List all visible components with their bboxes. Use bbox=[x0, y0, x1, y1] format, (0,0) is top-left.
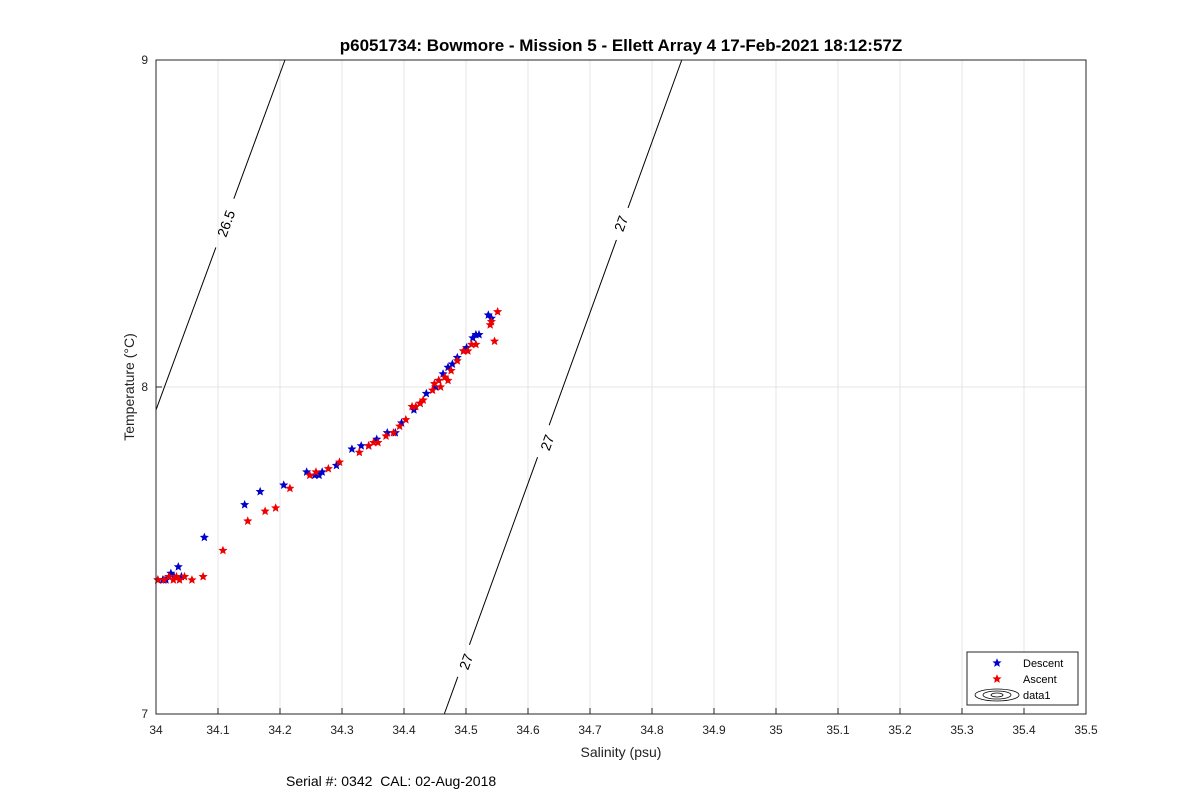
x-tick-label: 34.7 bbox=[578, 723, 602, 737]
isopycnal-line bbox=[627, 59, 683, 209]
isopycnal-line bbox=[233, 59, 286, 199]
x-axis-label: Salinity (psu) bbox=[581, 744, 662, 760]
ascent-point bbox=[334, 457, 345, 467]
legend-box bbox=[966, 651, 1079, 706]
ascent-point bbox=[489, 336, 500, 346]
ascent-point bbox=[260, 506, 270, 516]
contour-legend-ring bbox=[974, 688, 1020, 702]
y-tick-labels: 7 8 9 bbox=[141, 53, 148, 721]
ascent-point bbox=[471, 339, 481, 349]
chart-title: p6051734: Bowmore - Mission 5 - Ellett A… bbox=[340, 36, 903, 55]
isopycnal-line bbox=[155, 247, 217, 411]
ascent-point bbox=[311, 467, 321, 476]
x-tick-label: 34.6 bbox=[516, 723, 540, 737]
ascent-point bbox=[401, 414, 411, 424]
isopycnal-line bbox=[443, 676, 459, 715]
x-tick-label: 34.2 bbox=[268, 723, 292, 737]
descent-point bbox=[356, 441, 366, 450]
serial-number: 0342 bbox=[341, 773, 373, 789]
contour-legend-icon bbox=[974, 688, 1020, 702]
ascent-point bbox=[395, 421, 405, 431]
ascent-point bbox=[179, 571, 190, 581]
ascent-point bbox=[427, 385, 438, 395]
ascent-legend-marker bbox=[992, 674, 1002, 683]
contour-legend-ring bbox=[982, 690, 1012, 700]
x-tick-label: 35.3 bbox=[950, 723, 974, 737]
x-tick-label: 34.1 bbox=[206, 723, 230, 737]
descent-point bbox=[347, 444, 357, 454]
x-tick-label: 35.5 bbox=[1074, 723, 1098, 737]
ascent-point bbox=[373, 437, 383, 447]
descent-point bbox=[279, 480, 289, 489]
ascent-point bbox=[354, 447, 364, 457]
ascent-point bbox=[305, 470, 315, 480]
isopycnal-line bbox=[548, 239, 617, 426]
descent-point bbox=[421, 388, 431, 398]
ascent-point bbox=[452, 356, 462, 365]
x-tick-label: 34.3 bbox=[330, 723, 354, 737]
isopycnal-label: 27 bbox=[537, 432, 557, 452]
serial-label: Serial #: bbox=[286, 773, 338, 789]
x-tick-label: 34.5 bbox=[454, 723, 478, 737]
descent-legend-marker bbox=[992, 658, 1002, 667]
legend-label: Ascent bbox=[1023, 674, 1057, 686]
ascent-point bbox=[218, 545, 228, 555]
contour-legend-ring bbox=[990, 692, 1004, 698]
descent-point bbox=[199, 532, 209, 542]
ascent-point bbox=[285, 483, 295, 493]
ascent-point bbox=[187, 575, 197, 584]
ascent-point bbox=[198, 571, 208, 581]
ascent-point bbox=[381, 431, 391, 440]
ascent-point bbox=[271, 503, 281, 512]
descent-point bbox=[255, 486, 265, 496]
descent-point bbox=[240, 499, 250, 509]
descent-point bbox=[173, 562, 183, 571]
x-tick-label: 34.4 bbox=[392, 723, 416, 737]
legend-label: Descent bbox=[1023, 658, 1063, 670]
x-tick-label: 34.9 bbox=[702, 723, 726, 737]
y-axis-label: Temperature (°C) bbox=[121, 333, 137, 441]
ascent-point bbox=[436, 382, 446, 391]
calibration-footer: Serial #: 0342 CAL: 02-Aug-2018 bbox=[286, 773, 496, 789]
cal-date: 02-Aug-2018 bbox=[415, 773, 497, 789]
x-tick-label: 34.8 bbox=[640, 723, 664, 737]
axes-box bbox=[155, 59, 1087, 715]
x-tick-label: 35 bbox=[769, 723, 783, 737]
ascent-point bbox=[443, 375, 453, 385]
ascent-point bbox=[493, 307, 503, 316]
x-tick-label: 35.2 bbox=[888, 723, 912, 737]
data-points bbox=[153, 307, 503, 584]
x-tick-label: 35.4 bbox=[1012, 723, 1036, 737]
ascent-point bbox=[323, 463, 333, 473]
x-tick-label: 35.1 bbox=[826, 723, 850, 737]
ascent-point bbox=[243, 516, 253, 525]
x-tick-label: 34 bbox=[149, 723, 163, 737]
isopycnal-line bbox=[468, 456, 539, 646]
grid-lines bbox=[155, 59, 1087, 715]
cal-label: CAL: bbox=[380, 773, 412, 789]
ascent-point bbox=[418, 395, 428, 404]
ascent-point bbox=[446, 365, 456, 375]
isopycnal-label: 27 bbox=[611, 213, 631, 233]
legend: Descent Ascent data1 bbox=[966, 651, 1079, 706]
ascent-point bbox=[434, 375, 444, 385]
y-tick-label: 9 bbox=[141, 53, 148, 67]
legend-label: data1 bbox=[1023, 690, 1051, 702]
y-tick-label: 7 bbox=[141, 707, 148, 721]
y-tick-label: 8 bbox=[141, 380, 148, 394]
x-tick-labels: 34 34.1 34.2 34.3 34.4 34.5 34.6 34.7 34.8 34.9 35… bbox=[149, 723, 1098, 737]
isopycnal-label: 27 bbox=[456, 651, 476, 671]
ascent-point bbox=[388, 428, 399, 437]
ascent-point bbox=[486, 316, 496, 326]
descent-point bbox=[474, 329, 484, 339]
ascent-point bbox=[463, 346, 473, 355]
